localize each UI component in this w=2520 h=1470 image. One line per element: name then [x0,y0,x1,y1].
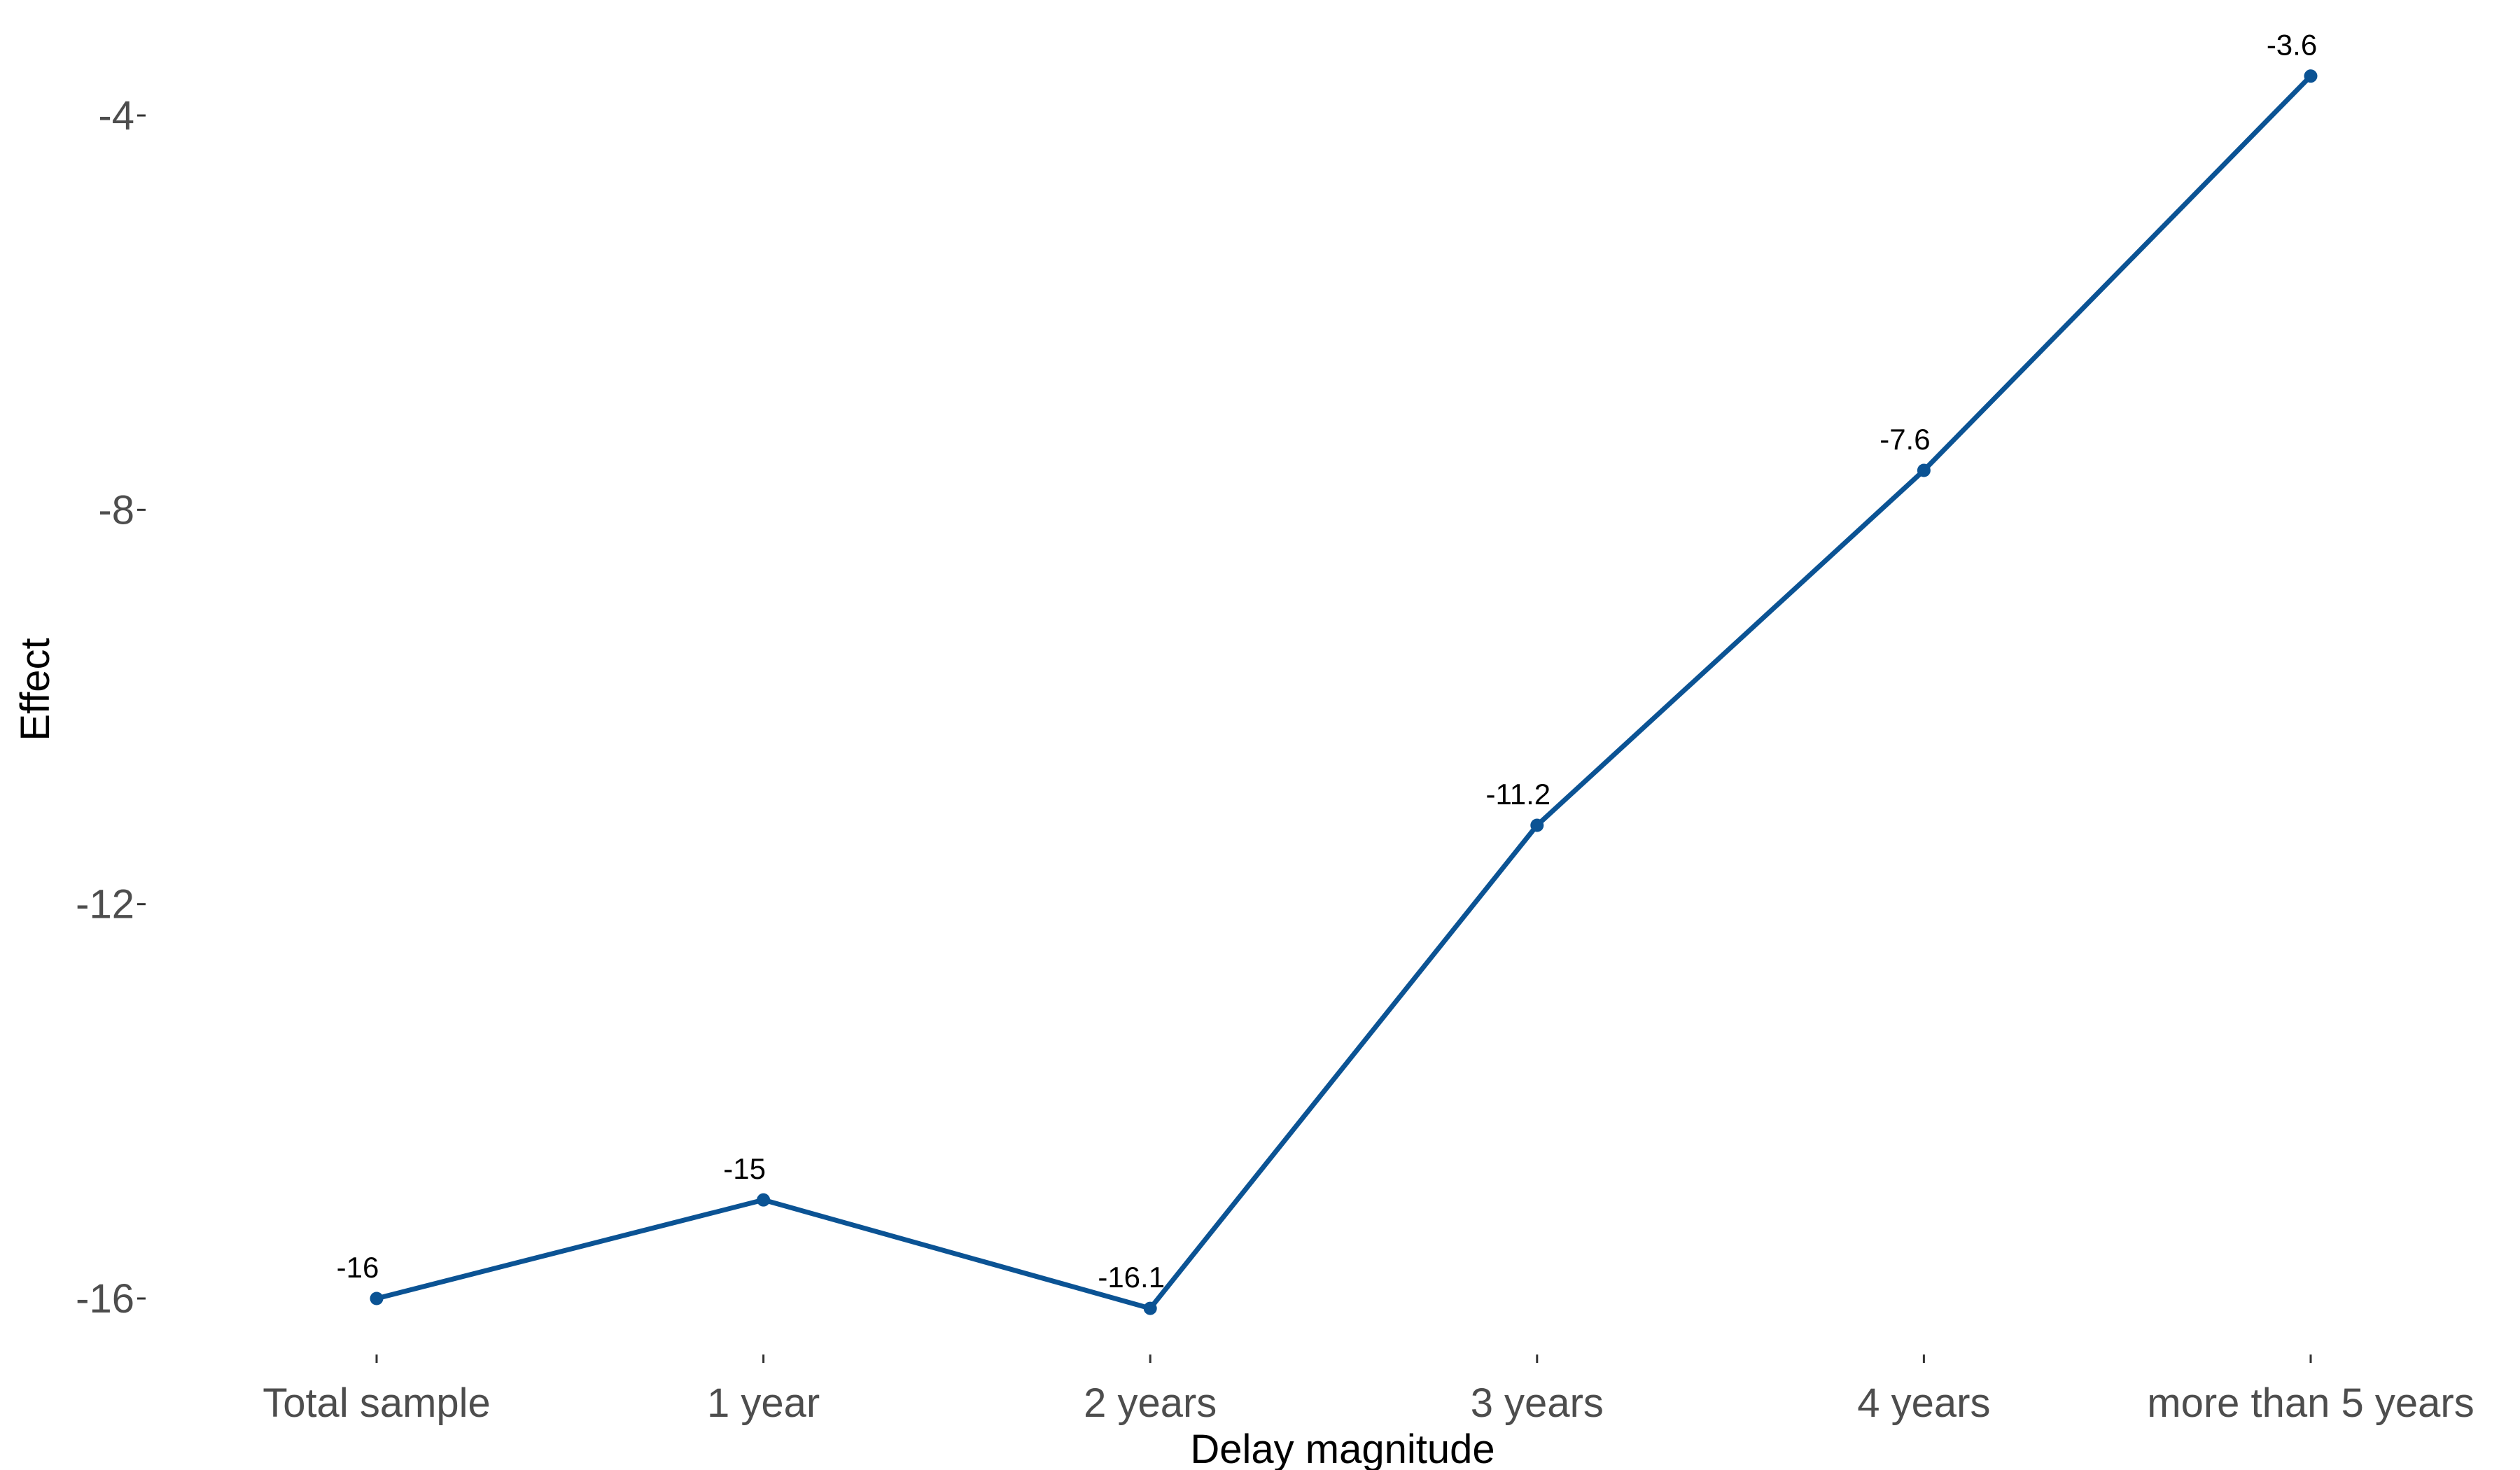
x-tick-label: 4 years [1857,1380,1990,1426]
data-label: -15 [723,1152,766,1185]
data-label: -11.2 [1485,778,1550,811]
y-tick-label: -12 [76,882,134,927]
data-point [757,1193,771,1207]
x-tick-label: 3 years [1471,1380,1604,1426]
x-tick-label: Total sample [262,1380,491,1426]
y-tick-label: -16 [76,1276,134,1322]
x-axis: Total sample 1 year 2 years 3 years 4 years m… [262,1354,2474,1426]
x-tick-label: 1 year [707,1380,820,1426]
data-point [2304,69,2318,83]
x-tick-label: more than 5 years [2147,1380,2474,1426]
data-labels-group: -16 -15 -16.1 -11.2 -7.6 -3.6 [337,29,2318,1294]
data-point [1530,818,1544,832]
y-axis-title: Effect [13,638,58,741]
data-point [1917,463,1931,477]
y-tick-label: -8 [98,487,134,533]
x-tick-label: 2 years [1084,1380,1217,1426]
y-axis: -4 -8 -12 -16 [76,93,146,1322]
data-point [1143,1301,1157,1315]
data-label: -7.6 [1879,423,1930,456]
y-tick-label: -4 [98,93,134,139]
data-label: -16.1 [1098,1261,1165,1294]
data-point [370,1292,384,1306]
series-line-group [370,69,2318,1315]
data-label: -16 [337,1251,379,1284]
data-label: -3.6 [2267,29,2317,62]
x-axis-title: Delay magnitude [1190,1427,1494,1470]
series-line [374,74,2314,1311]
